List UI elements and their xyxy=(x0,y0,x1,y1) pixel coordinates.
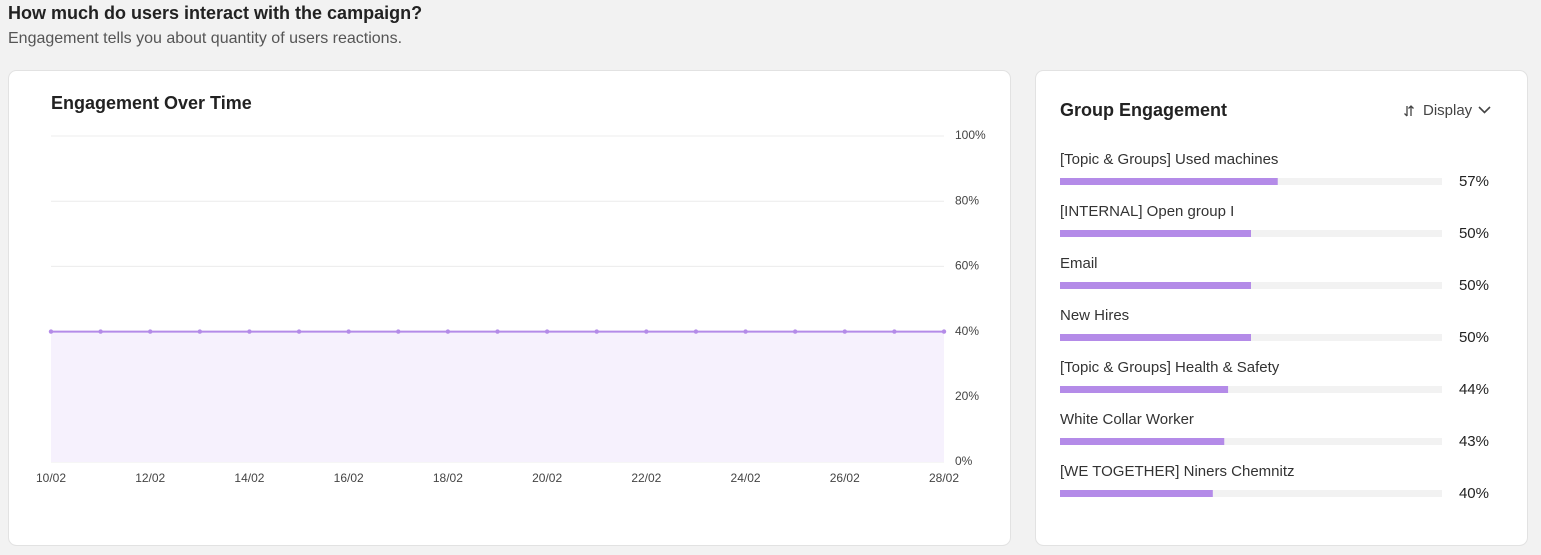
point xyxy=(941,329,947,334)
bar xyxy=(1060,230,1251,237)
chevron xyxy=(1478,106,1491,114)
value-label: 57% xyxy=(1459,173,1489,190)
point xyxy=(346,329,351,334)
bar-label: White Collar Worker xyxy=(1060,411,1194,428)
point xyxy=(792,329,798,334)
display-label[interactable]: Display xyxy=(1423,102,1473,119)
point xyxy=(892,329,897,334)
bar-label: [Topic & Groups] Used machines xyxy=(1060,151,1278,168)
point xyxy=(644,329,649,334)
bar-track xyxy=(1060,438,1442,445)
point xyxy=(197,329,203,334)
x-tick-label: 20/02 xyxy=(532,471,562,485)
y-tick-label: 60% xyxy=(955,259,979,273)
bar-label: [Topic & Groups] Health & Safety xyxy=(1060,359,1280,376)
bar xyxy=(1060,282,1251,289)
bar xyxy=(1060,178,1278,185)
point xyxy=(148,329,153,334)
page-title: How much do users interact with the camp… xyxy=(8,3,422,23)
card xyxy=(1035,70,1528,546)
x-tick-label: 12/02 xyxy=(135,471,165,485)
x-tick-label: 16/02 xyxy=(334,471,364,485)
bar xyxy=(1060,386,1229,393)
bar xyxy=(1060,490,1213,497)
x-tick-label: 28/02 xyxy=(929,471,959,485)
value-label: 44% xyxy=(1459,381,1489,398)
value-label: 50% xyxy=(1459,225,1489,242)
y-tick-label: 0% xyxy=(955,454,973,468)
bar-label: New Hires xyxy=(1060,307,1129,324)
point xyxy=(296,329,302,334)
y-tick-label: 20% xyxy=(955,389,979,403)
x-tick-label: 24/02 xyxy=(731,471,761,485)
value-label: 40% xyxy=(1459,485,1489,502)
point xyxy=(396,329,401,334)
value-label: 43% xyxy=(1459,433,1489,450)
point xyxy=(98,329,103,334)
display-button[interactable]: Display xyxy=(1404,102,1491,119)
bar-label: Email xyxy=(1060,255,1098,272)
point xyxy=(594,329,599,334)
x-tick-label: 10/02 xyxy=(36,471,66,485)
point xyxy=(247,329,252,334)
x-tick-label: 14/02 xyxy=(234,471,264,485)
y-tick-label: 40% xyxy=(955,324,979,338)
point xyxy=(445,329,451,334)
bar-track xyxy=(1060,490,1442,497)
sort-icon xyxy=(1404,105,1414,117)
x-tick-label: 26/02 xyxy=(830,471,860,485)
point xyxy=(743,329,748,334)
y-tick-label: 80% xyxy=(955,193,979,207)
value-label: 50% xyxy=(1459,329,1489,346)
point xyxy=(48,329,54,334)
page-subtitle: Engagement tells you about quantity of u… xyxy=(8,30,402,47)
bar xyxy=(1060,334,1251,341)
point xyxy=(693,329,699,334)
bar-track xyxy=(1060,386,1442,393)
bar-label: [INTERNAL] Open group I xyxy=(1060,203,1234,220)
chart-title: Engagement Over Time xyxy=(51,93,252,113)
point xyxy=(842,329,847,334)
point xyxy=(544,329,550,334)
point xyxy=(495,329,500,334)
area xyxy=(51,331,944,462)
chart-title: Group Engagement xyxy=(1060,100,1227,120)
value-label: 50% xyxy=(1459,277,1489,294)
bar xyxy=(1060,438,1225,445)
x-tick-label: 22/02 xyxy=(631,471,661,485)
x-tick-label: 18/02 xyxy=(433,471,463,485)
y-tick-label: 100% xyxy=(955,128,986,142)
bar-label: [WE TOGETHER] Niners Chemnitz xyxy=(1060,463,1295,480)
